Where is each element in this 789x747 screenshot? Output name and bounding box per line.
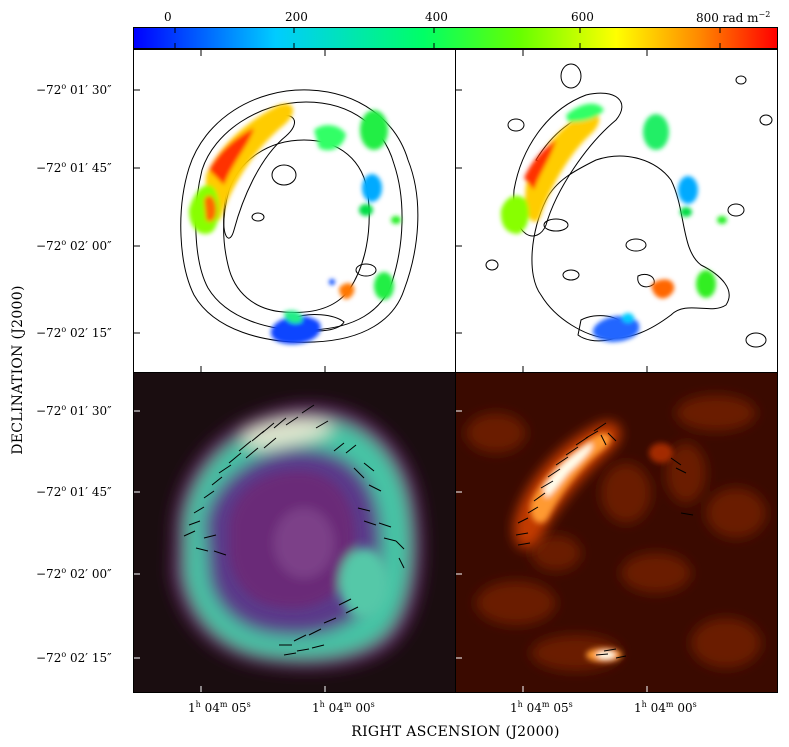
- x-tick-right-2: 1h 04m 00s: [634, 700, 697, 715]
- colorbar-tick-400: 400: [425, 10, 448, 24]
- colorbar-units-exponent: −2: [758, 10, 771, 19]
- colorbar-tick-600: 600: [571, 10, 594, 24]
- rm-map-right: [456, 50, 773, 372]
- y-tick-bottom-4: −72o 02′ 15″: [36, 650, 112, 665]
- y-tick-bottom-3: −72o 02′ 00″: [36, 566, 112, 581]
- colorbar-tick-0: 0: [164, 10, 172, 24]
- intensity-map-left: [134, 373, 455, 692]
- y-tick-bottom-1: −72o 01′ 30″: [36, 403, 112, 418]
- polarization-vectors-left: [183, 404, 405, 656]
- x-tick-left-1: 1h 04m 05s: [188, 700, 251, 715]
- y-axis-title: DECLINATION (J2000): [10, 285, 26, 455]
- x-axis-title: RIGHT ASCENSION (J2000): [351, 724, 560, 740]
- y-tick-top-3: −72o 02′ 00″: [36, 238, 112, 253]
- panel-rm-contours-left: [133, 49, 456, 373]
- panel-polarized-vectors-right: [455, 372, 778, 693]
- panel-rm-contours-right: [455, 49, 778, 373]
- rm-blobs-left: [189, 103, 401, 345]
- colorbar-tick-200: 200: [285, 10, 308, 24]
- y-tick-top-1: −72o 01′ 30″: [36, 82, 112, 97]
- colorbar: [133, 27, 778, 49]
- x-tick-left-2: 1h 04m 00s: [312, 700, 375, 715]
- rm-blobs-right: [500, 103, 727, 342]
- y-tick-top-4: −72o 02′ 15″: [36, 325, 112, 340]
- x-tick-right-1: 1h 04m 05s: [510, 700, 573, 715]
- ticks-top-right: [456, 50, 648, 372]
- y-tick-top-2: −72o 01′ 45″: [36, 160, 112, 175]
- colorbar-gradient: [134, 28, 777, 48]
- polarized-map-right: [456, 373, 777, 692]
- ticks-top-left: [134, 50, 326, 372]
- ticks-bottom-left: [134, 410, 326, 692]
- ticks-bottom-right: [456, 410, 648, 692]
- colorbar-tick-800-label: 800 rad m: [696, 11, 759, 25]
- colorbar-tick-800-units: 800 rad m−2: [696, 10, 770, 25]
- panel-intensity-vectors-left: [133, 372, 456, 693]
- rm-map-left: [134, 50, 419, 372]
- y-tick-bottom-2: −72o 01′ 45″: [36, 484, 112, 499]
- polarization-vectors-right: [515, 422, 694, 659]
